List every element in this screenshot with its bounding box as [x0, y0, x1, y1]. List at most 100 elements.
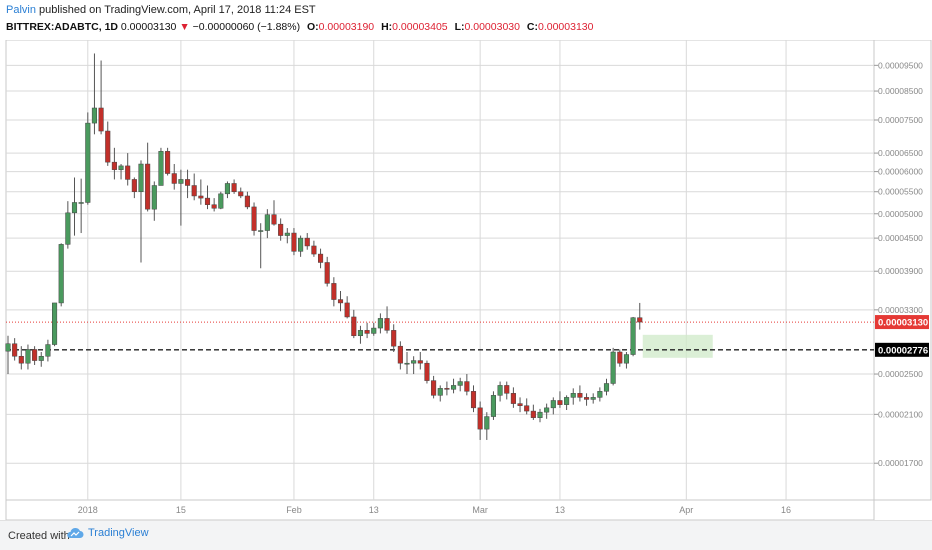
candle[interactable] — [484, 412, 490, 440]
candle[interactable] — [470, 385, 477, 413]
candle[interactable] — [497, 381, 503, 402]
candle[interactable] — [384, 306, 390, 334]
candle[interactable] — [377, 313, 383, 334]
candle[interactable] — [151, 181, 157, 221]
candle[interactable] — [278, 218, 284, 241]
candle[interactable] — [264, 209, 270, 239]
candle[interactable] — [198, 179, 204, 205]
candle[interactable] — [18, 346, 24, 370]
candle[interactable] — [45, 339, 51, 362]
candle[interactable] — [251, 202, 257, 236]
candle[interactable] — [344, 296, 350, 319]
candle[interactable] — [65, 201, 71, 249]
candle[interactable] — [298, 235, 304, 257]
candle[interactable] — [171, 164, 177, 190]
candle[interactable] — [244, 191, 250, 210]
candle[interactable] — [617, 349, 623, 367]
candle[interactable] — [191, 173, 197, 201]
candle[interactable] — [311, 240, 317, 257]
candle[interactable] — [38, 351, 44, 367]
candle[interactable] — [490, 391, 496, 420]
candle[interactable] — [331, 277, 337, 307]
candle[interactable] — [364, 322, 370, 339]
candle[interactable] — [218, 191, 224, 210]
candle[interactable] — [510, 387, 516, 408]
candle[interactable] — [158, 147, 164, 186]
candle[interactable] — [5, 335, 11, 375]
candle[interactable] — [564, 395, 570, 410]
candle[interactable] — [12, 338, 18, 361]
candle[interactable] — [125, 153, 131, 186]
candle[interactable] — [98, 60, 104, 135]
candle[interactable] — [324, 256, 330, 287]
candle[interactable] — [291, 228, 297, 256]
candle[interactable] — [351, 309, 357, 339]
candle[interactable] — [557, 391, 563, 408]
candle[interactable] — [357, 325, 363, 344]
candle[interactable] — [504, 381, 510, 400]
candle[interactable] — [25, 344, 31, 370]
candle[interactable] — [185, 169, 191, 199]
candle[interactable] — [524, 398, 530, 415]
candle[interactable] — [32, 346, 38, 365]
tradingview-brand-link[interactable]: TradingView — [66, 527, 149, 539]
candle[interactable] — [623, 351, 630, 369]
author-link[interactable]: Palvin — [6, 4, 36, 16]
candle[interactable] — [145, 142, 151, 212]
candle[interactable] — [138, 160, 144, 263]
candle[interactable] — [577, 385, 583, 402]
candle[interactable] — [178, 169, 184, 226]
candle[interactable] — [71, 177, 78, 236]
candle[interactable] — [91, 53, 98, 135]
candle[interactable] — [457, 377, 463, 392]
candle[interactable] — [204, 185, 211, 210]
candle[interactable] — [550, 397, 556, 415]
candle[interactable] — [258, 223, 264, 269]
candle[interactable] — [105, 121, 111, 166]
candle[interactable] — [238, 187, 244, 199]
candle[interactable] — [411, 356, 417, 375]
candle[interactable] — [584, 393, 590, 406]
price-axis[interactable] — [873, 40, 932, 501]
candle[interactable] — [78, 178, 84, 234]
candle[interactable] — [118, 164, 124, 180]
candle[interactable] — [231, 179, 237, 194]
candle[interactable] — [85, 112, 91, 205]
candle[interactable] — [271, 200, 277, 226]
candle[interactable] — [58, 243, 64, 307]
candle[interactable] — [630, 316, 636, 357]
candle[interactable] — [397, 341, 403, 370]
candle[interactable] — [284, 228, 290, 244]
candle[interactable] — [444, 381, 450, 396]
candle[interactable] — [304, 233, 310, 250]
candle[interactable] — [52, 302, 58, 347]
time-axis[interactable] — [5, 499, 875, 520]
candle[interactable] — [224, 181, 230, 199]
candle[interactable] — [597, 387, 603, 402]
candle[interactable] — [464, 374, 470, 396]
candle[interactable] — [437, 385, 443, 402]
candle[interactable] — [517, 397, 523, 413]
candle[interactable] — [610, 347, 616, 386]
candle[interactable] — [477, 401, 483, 440]
candle[interactable] — [318, 248, 324, 269]
plot-area[interactable] — [5, 40, 875, 501]
price-chart[interactable]: 0.00009500 0.00008500 0.00007500 0.00006500… — [0, 40, 932, 520]
candle[interactable] — [537, 408, 543, 423]
candle[interactable] — [417, 351, 423, 370]
candle[interactable] — [424, 360, 430, 384]
target-zone-box[interactable] — [642, 334, 713, 358]
candle[interactable] — [404, 351, 410, 375]
candle[interactable] — [451, 378, 457, 394]
candle[interactable] — [590, 393, 596, 404]
candle[interactable] — [211, 198, 217, 212]
candle[interactable] — [391, 324, 397, 352]
candle[interactable] — [165, 147, 171, 176]
candle[interactable] — [337, 291, 344, 312]
candle[interactable] — [131, 177, 137, 199]
candle[interactable] — [371, 322, 377, 336]
symbol-label[interactable]: BITTREX:ADABTC, 1D — [6, 21, 118, 33]
candle[interactable] — [530, 404, 536, 420]
candle[interactable] — [544, 403, 550, 419]
candle[interactable] — [570, 388, 576, 405]
